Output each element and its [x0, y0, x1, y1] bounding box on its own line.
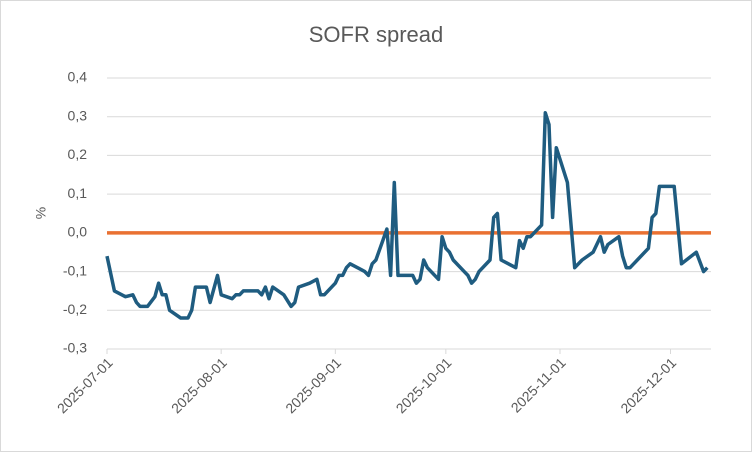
y-tick-label: 0,3: [68, 107, 88, 123]
y-tick-label: 0,0: [68, 224, 88, 240]
data-line: [105, 111, 709, 320]
y-tick-label: 0,4: [68, 69, 88, 85]
y-tick-label: 0,1: [68, 185, 88, 201]
y-tick-label: 0,2: [68, 146, 88, 162]
y-tick-label: -0,2: [63, 301, 87, 317]
y-tick-label: -0,1: [63, 262, 87, 278]
y-tick-label: -0,3: [63, 340, 87, 356]
y-axis-label: %: [33, 207, 49, 219]
chart-title: SOFR spread: [309, 22, 444, 47]
